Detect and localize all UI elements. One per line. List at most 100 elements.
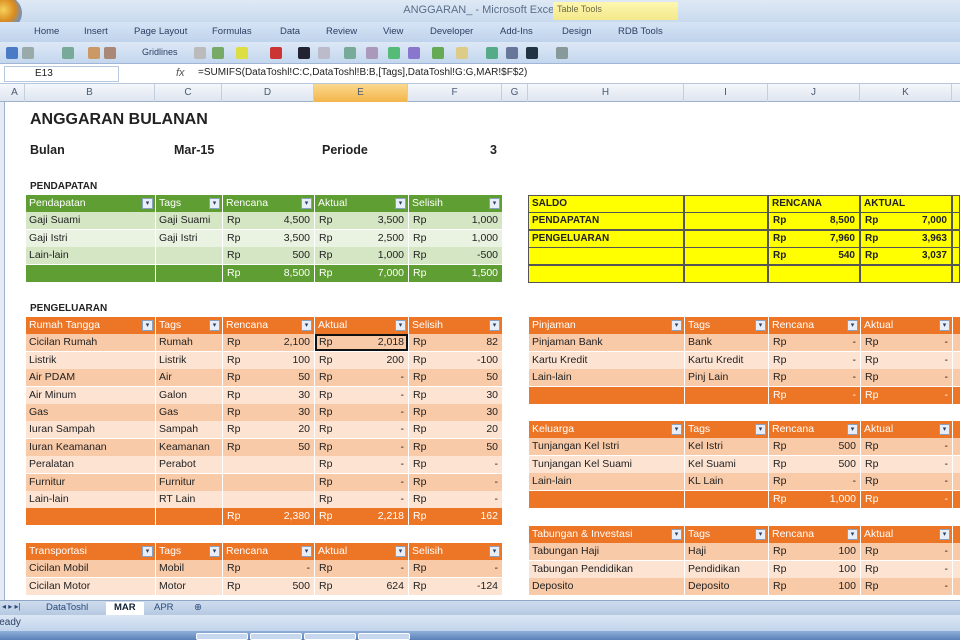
table-cell[interactable]: Rp 1,000 [769, 490, 860, 508]
taskbar-button[interactable] [358, 633, 410, 640]
filter-dropdown-icon[interactable]: ▾ [671, 529, 682, 540]
table-cell[interactable]: Kel Istri [685, 438, 768, 456]
filter-dropdown-icon[interactable]: ▾ [489, 198, 500, 209]
table-cell[interactable]: Lain-lain [529, 473, 684, 491]
column-header-rencana[interactable]: Rencana ▾ [769, 421, 860, 438]
table-cell[interactable]: Gaji Istri [26, 229, 155, 247]
filter-dropdown-icon[interactable]: ▾ [395, 320, 406, 331]
filter-dropdown-icon[interactable]: ▾ [301, 198, 312, 209]
column-header-aktual[interactable]: Aktual ▾ [315, 317, 408, 334]
column-header-transportasi[interactable]: Transportasi ▾ [26, 543, 155, 560]
table-cell[interactable]: Rp - [861, 386, 952, 404]
table-cell[interactable]: Iuran Sampah [26, 421, 155, 439]
table-cell[interactable]: Tunjangan Kel Istri [529, 438, 684, 456]
filter-dropdown-icon[interactable]: ▾ [142, 198, 153, 209]
filter-dropdown-icon[interactable]: ▾ [301, 546, 312, 557]
table-cell[interactable]: Sampah [156, 421, 222, 439]
name-box[interactable]: E13 [4, 66, 119, 82]
column-header-e[interactable]: E [314, 84, 408, 102]
sheet-tab-apr[interactable]: APR [154, 602, 174, 613]
column-header-rencana[interactable]: Rencana ▾ [223, 195, 314, 212]
saldo-cell[interactable] [684, 247, 768, 266]
column-header-rencana[interactable]: Rencana ▾ [223, 317, 314, 334]
table-cell[interactable]: Rp - [315, 421, 408, 439]
column-header-tags[interactable]: Tags ▾ [685, 317, 768, 334]
filter-dropdown-icon[interactable]: ▾ [301, 320, 312, 331]
table-cell[interactable]: Rp 50 [409, 438, 502, 456]
table-cell[interactable]: Rp - [315, 404, 408, 421]
table-cell[interactable]: Rp 100 [769, 560, 860, 578]
taskbar-button[interactable] [304, 633, 356, 640]
table-cell[interactable]: Rp - [315, 491, 408, 508]
filter-dropdown-icon[interactable]: ▾ [755, 320, 766, 331]
toolbar-icon[interactable] [318, 47, 330, 59]
column-header-tags[interactable]: Tags ▾ [156, 317, 222, 334]
table-cell[interactable]: Rp - [409, 560, 502, 578]
toolbar-icon[interactable] [88, 47, 100, 59]
table-cell[interactable]: Rp 100 [223, 351, 314, 369]
table-cell[interactable]: Kartu Kredit [529, 351, 684, 369]
table-cell[interactable]: Rp - [769, 334, 860, 352]
filter-dropdown-icon[interactable]: ▾ [209, 546, 220, 557]
saldo-cell[interactable]: Rp 7,000 [860, 212, 952, 231]
table-cell[interactable] [156, 264, 222, 282]
table-cell[interactable]: Rp 8,500 [223, 264, 314, 282]
formula-input[interactable]: =SUMIFS(DataToshl!C:C,DataToshl!B:B,[Tag… [198, 67, 528, 78]
filter-dropdown-icon[interactable]: ▾ [939, 529, 950, 540]
table-cell[interactable]: Rp 50 [409, 369, 502, 387]
table-cell[interactable]: Tunjangan Kel Suami [529, 455, 684, 473]
table-cell[interactable]: Gas [26, 404, 155, 421]
table-cell[interactable]: Kel Suami [685, 455, 768, 473]
table-cell[interactable]: Keamanan [156, 438, 222, 456]
table-cell[interactable]: Lain-lain [26, 247, 155, 265]
table-cell[interactable]: Air [156, 369, 222, 387]
active-cell[interactable]: Rp 2,018 [315, 334, 408, 352]
table-cell[interactable]: Rp -124 [409, 577, 502, 595]
column-header-selisih[interactable]: Selisih ▾ [409, 317, 502, 334]
saldo-cell[interactable] [528, 247, 684, 266]
toolbar-icon[interactable] [270, 47, 282, 59]
toolbar-icon[interactable] [388, 47, 400, 59]
toolbar-icon[interactable] [104, 47, 116, 59]
table-cell[interactable]: Lain-lain [529, 369, 684, 387]
table-cell[interactable]: Rp 500 [769, 455, 860, 473]
table-cell[interactable]: Rp 2,218 [315, 508, 408, 526]
toolbar-icon[interactable] [212, 47, 224, 59]
table-cell[interactable]: Furnitur [26, 473, 155, 491]
ribbon-tab-review[interactable]: Review [326, 26, 358, 37]
table-cell[interactable]: Rp - [315, 386, 408, 404]
saldo-cell[interactable]: Rp 7,960 [768, 229, 860, 248]
filter-dropdown-icon[interactable]: ▾ [395, 546, 406, 557]
table-cell[interactable]: Rp 162 [409, 508, 502, 526]
table-cell[interactable]: Rp 1,000 [409, 212, 502, 230]
filter-dropdown-icon[interactable]: ▾ [939, 424, 950, 435]
table-cell[interactable]: Rumah [156, 334, 222, 352]
table-cell[interactable]: Rp - [769, 351, 860, 369]
ribbon-tab-developer[interactable]: Developer [430, 26, 474, 37]
column-header-aktual[interactable]: Aktual ▾ [861, 526, 952, 543]
table-cell[interactable]: Rp - [861, 438, 952, 456]
table-cell[interactable]: Rp 30 [223, 386, 314, 404]
table-cell[interactable]: Rp - [861, 560, 952, 578]
table-cell[interactable]: Rp - [315, 438, 408, 456]
filter-dropdown-icon[interactable]: ▾ [671, 320, 682, 331]
table-cell[interactable]: Cicilan Mobil [26, 560, 155, 578]
saldo-cell[interactable] [768, 264, 860, 283]
column-header-tags[interactable]: Tags ▾ [685, 421, 768, 438]
column-header-k[interactable]: K [860, 84, 952, 102]
ribbon-tab-formulas[interactable]: Formulas [212, 26, 252, 37]
table-cell[interactable]: Listrik [156, 351, 222, 369]
saldo-cell[interactable] [860, 264, 952, 283]
table-cell[interactable]: Rp - [861, 543, 952, 561]
column-header-rumah-tangga[interactable]: Rumah Tangga ▾ [26, 317, 155, 334]
ribbon-tab-rdb-tools[interactable]: RDB Tools [618, 26, 663, 37]
table-cell[interactable]: Rp 2,380 [223, 508, 314, 526]
filter-dropdown-icon[interactable]: ▾ [847, 529, 858, 540]
gridlines-toggle[interactable]: Gridlines [142, 47, 178, 57]
column-header-rencana[interactable]: Rencana ▾ [223, 543, 314, 560]
table-cell[interactable] [529, 490, 684, 508]
filter-dropdown-icon[interactable]: ▾ [847, 424, 858, 435]
filter-dropdown-icon[interactable]: ▾ [847, 320, 858, 331]
table-cell[interactable]: Rp 50 [223, 438, 314, 456]
toolbar-icon[interactable] [506, 47, 518, 59]
